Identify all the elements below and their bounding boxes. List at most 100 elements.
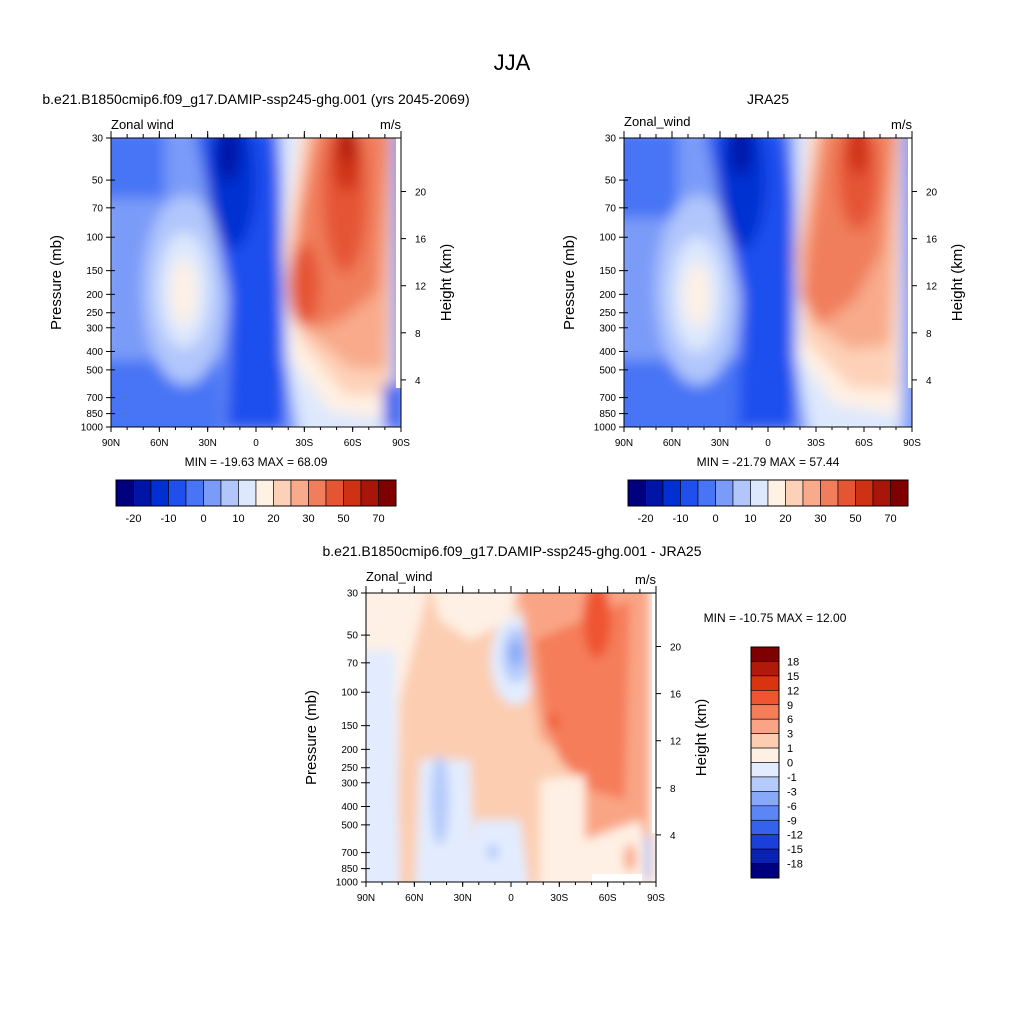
colorbar-label: -15 bbox=[787, 844, 803, 856]
colorbar-swatch bbox=[308, 479, 327, 507]
height-tick-label: 8 bbox=[415, 329, 421, 340]
colorbar-swatch bbox=[750, 747, 780, 763]
colorbar-label: -20 bbox=[638, 513, 654, 525]
colorbar-label: -10 bbox=[161, 513, 177, 525]
y-tick-label: 50 bbox=[92, 176, 104, 187]
y-tick-label: 30 bbox=[347, 589, 359, 600]
y-axis-label-right: Height (km) bbox=[438, 244, 455, 322]
axes-1: 305070100150200250300400500700850100090N… bbox=[561, 131, 966, 469]
x-tick-label: 90S bbox=[392, 438, 410, 449]
colorbar-swatch bbox=[820, 479, 839, 507]
colorbar-swatch bbox=[325, 479, 344, 507]
y-axis-label: Pressure (mb) bbox=[303, 690, 320, 785]
height-tick-label: 4 bbox=[926, 376, 932, 387]
y-tick-label: 850 bbox=[599, 409, 616, 420]
colorbar-swatch bbox=[360, 479, 379, 507]
right-string: m/s bbox=[380, 117, 401, 132]
colorbar-label: -1 bbox=[787, 772, 797, 784]
y-axis-label: Pressure (mb) bbox=[561, 235, 578, 330]
x-tick-label: 30N bbox=[198, 438, 216, 449]
colorbar-swatch bbox=[732, 479, 751, 507]
panel-title: JRA25 bbox=[747, 91, 789, 107]
height-tick-label: 8 bbox=[926, 329, 932, 340]
x-tick-label: 0 bbox=[253, 438, 259, 449]
colorbar-swatch bbox=[378, 479, 397, 507]
colorbar-swatch bbox=[680, 479, 699, 507]
y-tick-label: 50 bbox=[605, 176, 617, 187]
colorbar-swatch bbox=[715, 479, 734, 507]
y-tick-label: 1000 bbox=[336, 878, 359, 889]
x-tick-label: 60S bbox=[344, 438, 362, 449]
left-string: Zonal wind bbox=[111, 117, 174, 132]
x-tick-label: 60N bbox=[150, 438, 168, 449]
y-tick-label: 700 bbox=[599, 393, 616, 404]
panel-title: b.e21.B1850cmip6.f09_g17.DAMIP-ssp245-gh… bbox=[322, 543, 701, 559]
y-tick-label: 200 bbox=[86, 290, 103, 301]
y-tick-label: 300 bbox=[341, 778, 358, 789]
colorbar-swatch bbox=[802, 479, 821, 507]
colorbar-label: 3 bbox=[787, 729, 793, 741]
colorbar-label: 0 bbox=[200, 513, 206, 525]
colorbar-swatch bbox=[750, 718, 780, 734]
colorbar-label: -12 bbox=[787, 830, 803, 842]
y-tick-label: 500 bbox=[86, 365, 103, 376]
colorbar-label: 70 bbox=[372, 513, 384, 525]
colorbar-swatch bbox=[785, 479, 804, 507]
colorbar-label: 6 bbox=[787, 714, 793, 726]
figure-title: JJA bbox=[494, 50, 531, 75]
y-tick-label: 150 bbox=[341, 721, 358, 732]
colorbar-swatch bbox=[168, 479, 187, 507]
right-string: m/s bbox=[635, 572, 656, 587]
y-tick-label: 250 bbox=[86, 308, 103, 319]
colorbar-label: 0 bbox=[712, 513, 718, 525]
colorbar-swatch bbox=[750, 479, 769, 507]
y-tick-label: 100 bbox=[341, 688, 358, 699]
colorbar-swatch bbox=[220, 479, 239, 507]
colorbar-swatch bbox=[203, 479, 222, 507]
colorbar-swatch bbox=[662, 479, 681, 507]
right-string: m/s bbox=[891, 117, 912, 132]
colorbar-swatch bbox=[238, 479, 257, 507]
x-tick-label: 60S bbox=[855, 438, 873, 449]
y-tick-label: 300 bbox=[86, 323, 103, 334]
colorbar-swatch bbox=[855, 479, 874, 507]
colorbar-swatch bbox=[750, 690, 780, 706]
colorbar-swatch bbox=[133, 479, 152, 507]
colorbar-label: -9 bbox=[787, 815, 797, 827]
colorbar-swatch bbox=[343, 479, 362, 507]
left-string: Zonal_wind bbox=[624, 114, 691, 129]
colorbar-swatch bbox=[750, 646, 780, 662]
y-tick-label: 850 bbox=[86, 409, 103, 420]
colorbar-swatch bbox=[255, 479, 274, 507]
panel-model: b.e21.B1850cmip6.f09_g17.DAMIP-ssp245-gh… bbox=[42, 91, 470, 428]
x-tick-label: 90S bbox=[647, 893, 665, 904]
x-tick-label: 60S bbox=[599, 893, 617, 904]
y-tick-label: 400 bbox=[341, 802, 358, 813]
y-tick-label: 700 bbox=[86, 393, 103, 404]
y-tick-label: 700 bbox=[341, 848, 358, 859]
y-tick-label: 70 bbox=[92, 203, 104, 214]
y-tick-label: 30 bbox=[92, 134, 104, 145]
colorbar-label: 50 bbox=[849, 513, 861, 525]
panel-title: b.e21.B1850cmip6.f09_g17.DAMIP-ssp245-gh… bbox=[42, 91, 469, 107]
height-tick-label: 20 bbox=[415, 188, 427, 199]
y-tick-label: 150 bbox=[599, 266, 616, 277]
height-tick-label: 12 bbox=[415, 282, 427, 293]
x-tick-label: 60N bbox=[405, 893, 423, 904]
colorbar-frame bbox=[115, 479, 397, 507]
y-tick-label: 200 bbox=[599, 290, 616, 301]
stats-label: MIN = -19.63 MAX = 68.09 bbox=[185, 455, 328, 469]
height-tick-label: 4 bbox=[670, 831, 676, 842]
colorbar-2: 18 15 12 9 6 3 1 0 -1 -3 -6 -9 -12 -15 -18 bbox=[750, 646, 803, 879]
y-tick-label: 50 bbox=[347, 631, 359, 642]
colorbar-frame bbox=[627, 479, 909, 507]
y-tick-label: 70 bbox=[347, 658, 359, 669]
x-tick-label: 0 bbox=[508, 893, 514, 904]
colorbar-swatch bbox=[697, 479, 716, 507]
colorbar-swatch bbox=[750, 834, 780, 850]
y-tick-label: 1000 bbox=[594, 423, 617, 434]
x-tick-label: 30S bbox=[807, 438, 825, 449]
colorbar-label: 30 bbox=[302, 513, 314, 525]
colorbar-label: 18 bbox=[787, 656, 799, 668]
x-tick-label: 30N bbox=[453, 893, 471, 904]
